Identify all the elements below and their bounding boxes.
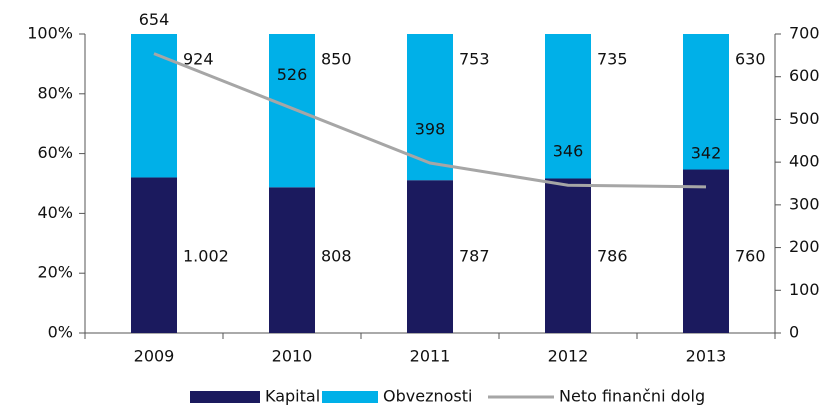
bar-segment	[545, 178, 591, 333]
x-tick-label: 2012	[548, 347, 589, 366]
line-label: 526	[277, 65, 308, 84]
bar-segment	[683, 169, 729, 333]
legend-label: Neto finančni dolg	[559, 387, 705, 406]
bar-segment	[131, 177, 177, 333]
y-tick-label: 80%	[37, 83, 73, 102]
y2-tick-label: 700	[789, 24, 820, 43]
y2-tick-label: 400	[789, 152, 820, 171]
bar-label: 630	[735, 50, 766, 69]
bar-label: 1.002	[183, 247, 229, 266]
legend-label: Obveznosti	[383, 387, 472, 406]
legend-swatch	[322, 391, 378, 403]
y-tick-label: 60%	[37, 143, 73, 162]
bar-label: 753	[459, 50, 490, 69]
y2-tick-label: 300	[789, 194, 820, 213]
bar-segment	[407, 180, 453, 333]
line-series	[153, 52, 707, 189]
y2-tick-label: 200	[789, 237, 820, 256]
x-tick-label: 2010	[272, 347, 313, 366]
bar-segment	[269, 187, 315, 333]
line-label: 654	[139, 10, 170, 29]
bar-segment	[131, 34, 177, 178]
bar-label: 808	[321, 247, 352, 266]
y-tick-label: 100%	[27, 24, 73, 43]
line-label: 346	[553, 142, 584, 161]
bar-label: 850	[321, 50, 352, 69]
bar-label: 735	[597, 50, 628, 69]
x-tick-label: 2011	[410, 347, 451, 366]
y-tick-label: 40%	[37, 203, 73, 222]
y-tick-label: 0%	[48, 323, 73, 342]
legend-label: Kapital	[265, 387, 320, 406]
y2-tick-label: 0	[789, 323, 799, 342]
bar-label: 924	[183, 50, 214, 69]
bar-segment	[683, 34, 729, 170]
bar-label: 787	[459, 247, 490, 266]
bar-segment	[407, 34, 453, 181]
bar-label: 786	[597, 247, 628, 266]
x-tick-label: 2009	[134, 347, 175, 366]
legend-swatch	[190, 391, 260, 403]
bar-segment	[545, 34, 591, 179]
y2-tick-label: 600	[789, 66, 820, 85]
y-tick-label: 20%	[37, 263, 73, 282]
bar-label: 760	[735, 247, 766, 266]
x-tick-label: 2013	[686, 347, 727, 366]
bar-segment	[269, 34, 315, 188]
line-label: 398	[415, 119, 446, 138]
y2-tick-label: 100	[789, 280, 820, 299]
y2-tick-label: 500	[789, 109, 820, 128]
line-label: 342	[691, 143, 722, 162]
